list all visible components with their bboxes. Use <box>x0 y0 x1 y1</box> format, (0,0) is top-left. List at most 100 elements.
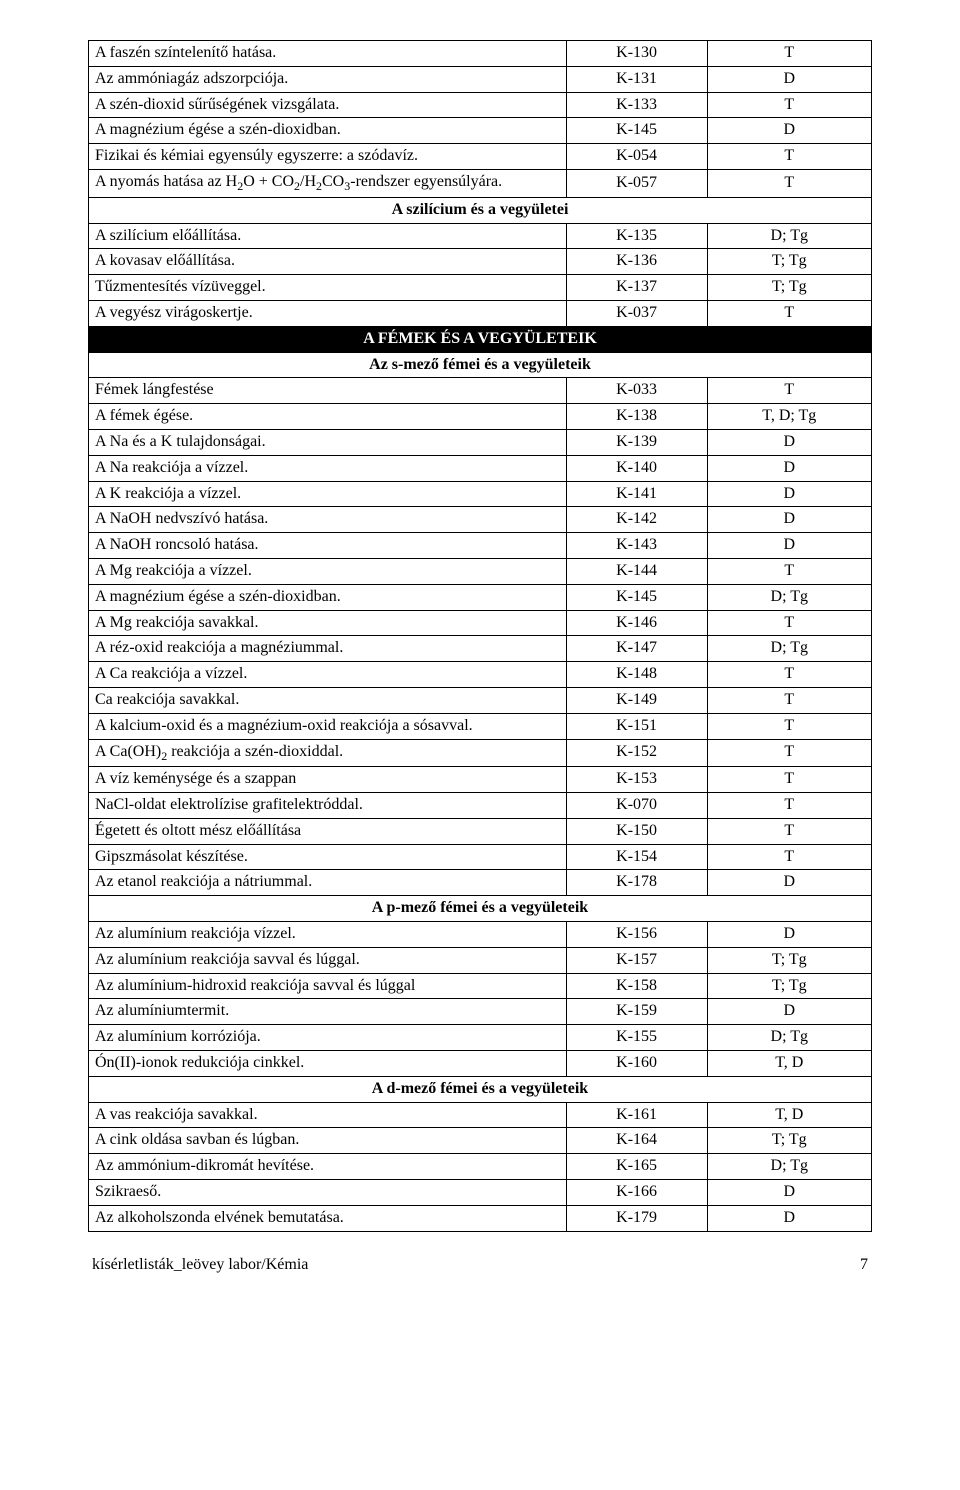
table-row: A d-mező fémei és a vegyületeik <box>89 1076 872 1102</box>
experiment-code: K-165 <box>566 1154 707 1180</box>
experiment-type: T <box>707 767 871 793</box>
section-header-sub: A szilícium és a vegyületei <box>89 197 872 223</box>
table-row: A NaOH nedvszívó hatása.K-142D <box>89 507 872 533</box>
experiment-label: A Mg reakciója a vízzel. <box>89 558 567 584</box>
experiment-label: Fizikai és kémiai egyensúly egyszerre: a… <box>89 144 567 170</box>
experiment-code: K-159 <box>566 999 707 1025</box>
experiment-label: A cink oldása savban és lúgban. <box>89 1128 567 1154</box>
experiment-type: T; Tg <box>707 947 871 973</box>
experiment-type: D <box>707 429 871 455</box>
experiment-label: A vegyész virágoskertje. <box>89 300 567 326</box>
table-row: Az ammónium-dikromát hevítése.K-165D; Tg <box>89 1154 872 1180</box>
experiment-code: K-152 <box>566 739 707 767</box>
experiment-code: K-144 <box>566 558 707 584</box>
experiment-code: K-131 <box>566 66 707 92</box>
table-row: Az alumínium-hidroxid reakciója savval é… <box>89 973 872 999</box>
experiment-code: K-164 <box>566 1128 707 1154</box>
experiment-label: Az etanol reakciója a nátriummal. <box>89 870 567 896</box>
experiment-code: K-157 <box>566 947 707 973</box>
experiment-label: A vas reakciója savakkal. <box>89 1102 567 1128</box>
experiment-type: T <box>707 662 871 688</box>
experiment-code: K-070 <box>566 793 707 819</box>
section-header-dark: A FÉMEK ÉS A VEGYÜLETEIK <box>89 326 872 352</box>
experiment-type: D <box>707 999 871 1025</box>
table-row: A Ca reakciója a vízzel.K-148T <box>89 662 872 688</box>
experiment-label: A kovasav előállítása. <box>89 249 567 275</box>
experiment-type: T <box>707 793 871 819</box>
experiment-label: A K reakciója a vízzel. <box>89 481 567 507</box>
experiment-label: Az alumínium-hidroxid reakciója savval é… <box>89 973 567 999</box>
experiment-code: K-156 <box>566 922 707 948</box>
experiment-type: D; Tg <box>707 1154 871 1180</box>
experiment-code: K-142 <box>566 507 707 533</box>
experiment-code: K-139 <box>566 429 707 455</box>
experiment-type: D <box>707 922 871 948</box>
experiment-label: Az alkoholszonda elvének bemutatása. <box>89 1205 567 1231</box>
experiment-type: D <box>707 1180 871 1206</box>
experiment-code: K-136 <box>566 249 707 275</box>
experiment-code: K-133 <box>566 92 707 118</box>
experiment-label: Az ammóniagáz adszorpciója. <box>89 66 567 92</box>
experiment-code: K-057 <box>566 169 707 197</box>
experiment-type: T <box>707 378 871 404</box>
experiment-type: T; Tg <box>707 973 871 999</box>
table-row: A Mg reakciója savakkal.K-146T <box>89 610 872 636</box>
experiment-type: T <box>707 41 871 67</box>
experiment-type: D <box>707 533 871 559</box>
experiment-type: D; Tg <box>707 584 871 610</box>
experiment-code: K-166 <box>566 1180 707 1206</box>
experiment-code: K-150 <box>566 818 707 844</box>
table-row: Az etanol reakciója a nátriummal.K-178D <box>89 870 872 896</box>
table-row: Az alumínium reakciója savval és lúggal.… <box>89 947 872 973</box>
experiment-label: A szilícium előállítása. <box>89 223 567 249</box>
experiment-label: A Ca reakciója a vízzel. <box>89 662 567 688</box>
experiment-label: A nyomás hatása az H2O + CO2/H2CO3-rends… <box>89 169 567 197</box>
table-row: A Ca(OH)2 reakciója a szén-dioxiddal.K-1… <box>89 739 872 767</box>
experiment-type: T <box>707 687 871 713</box>
experiment-code: K-153 <box>566 767 707 793</box>
experiment-code: K-145 <box>566 118 707 144</box>
table-row: A FÉMEK ÉS A VEGYÜLETEIK <box>89 326 872 352</box>
table-row: Ca reakciója savakkal.K-149T <box>89 687 872 713</box>
experiment-label: A NaOH roncsoló hatása. <box>89 533 567 559</box>
experiment-code: K-140 <box>566 455 707 481</box>
experiment-type: T <box>707 558 871 584</box>
experiment-code: K-160 <box>566 1051 707 1077</box>
table-row: A szén-dioxid sűrűségének vizsgálata.K-1… <box>89 92 872 118</box>
experiment-type: T <box>707 713 871 739</box>
table-row: A fémek égése.K-138T, D; Tg <box>89 404 872 430</box>
table-row: A faszén színtelenítő hatása.K-130T <box>89 41 872 67</box>
experiment-type: T <box>707 300 871 326</box>
experiment-label: Égetett és oltott mész előállítása <box>89 818 567 844</box>
experiment-code: K-138 <box>566 404 707 430</box>
table-row: A magnézium égése a szén-dioxidban.K-145… <box>89 584 872 610</box>
table-row: Az s-mező fémei és a vegyületeik <box>89 352 872 378</box>
experiment-type: T <box>707 92 871 118</box>
experiment-code: K-137 <box>566 275 707 301</box>
experiment-code: K-146 <box>566 610 707 636</box>
experiment-code: K-130 <box>566 41 707 67</box>
section-header-sub: A p-mező fémei és a vegyületeik <box>89 896 872 922</box>
table-row: A Mg reakciója a vízzel.K-144T <box>89 558 872 584</box>
table-row: A NaOH roncsoló hatása.K-143D <box>89 533 872 559</box>
table-row: A magnézium égése a szén-dioxidban.K-145… <box>89 118 872 144</box>
experiment-type: T; Tg <box>707 249 871 275</box>
experiment-label: Ón(II)-ionok redukciója cinkkel. <box>89 1051 567 1077</box>
table-row: A kovasav előállítása.K-136T; Tg <box>89 249 872 275</box>
table-row: Az ammóniagáz adszorpciója.K-131D <box>89 66 872 92</box>
experiments-table: A faszén színtelenítő hatása.K-130TAz am… <box>88 40 872 1232</box>
experiment-type: T <box>707 844 871 870</box>
experiment-label: A fémek égése. <box>89 404 567 430</box>
experiment-code: K-135 <box>566 223 707 249</box>
table-row: Fizikai és kémiai egyensúly egyszerre: a… <box>89 144 872 170</box>
experiment-label: Szikraeső. <box>89 1180 567 1206</box>
experiment-type: D <box>707 507 871 533</box>
table-row: A p-mező fémei és a vegyületeik <box>89 896 872 922</box>
experiment-type: T <box>707 610 871 636</box>
experiment-type: D; Tg <box>707 223 871 249</box>
experiment-label: Az alumínium reakciója savval és lúggal. <box>89 947 567 973</box>
experiment-type: D <box>707 1205 871 1231</box>
page-footer: kísérletlisták_leövey labor/Kémia 7 <box>88 1256 872 1274</box>
experiment-type: T, D; Tg <box>707 404 871 430</box>
experiment-code: K-143 <box>566 533 707 559</box>
